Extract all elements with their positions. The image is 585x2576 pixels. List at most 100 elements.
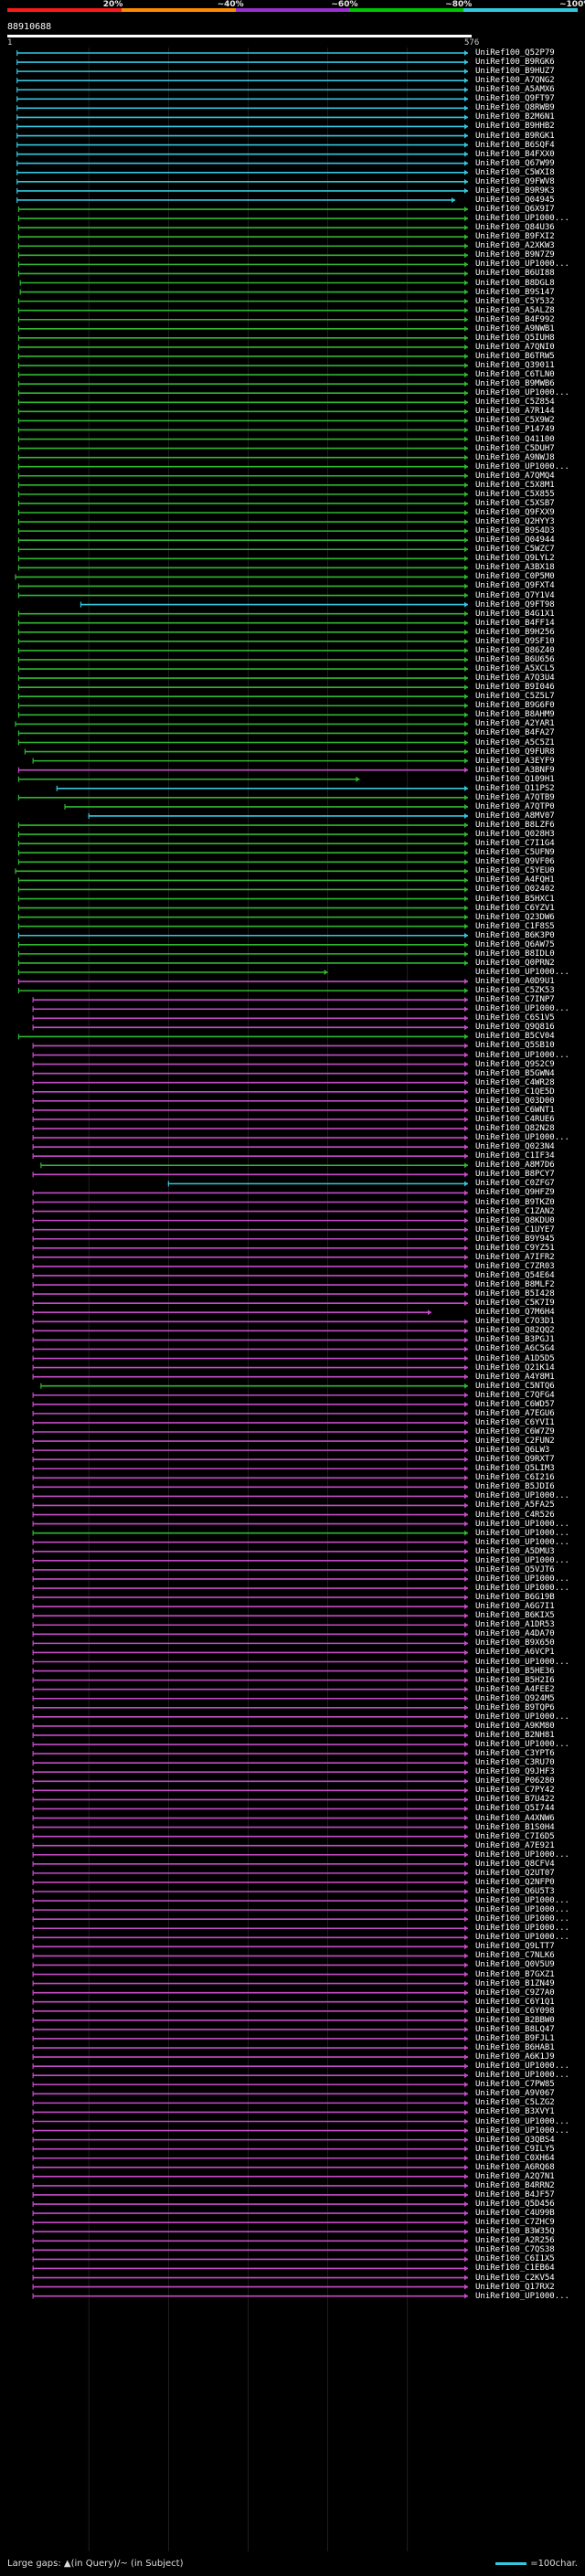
- hit-label[interactable]: UniRef100_B4JF57: [475, 2189, 555, 2200]
- hit-label[interactable]: UniRef100_C5X8M1: [475, 480, 555, 490]
- hit-label[interactable]: UniRef100_C5XSB7: [475, 498, 555, 508]
- hit-label[interactable]: UniRef100_Q9HFZ9: [475, 1188, 555, 1198]
- hit-label[interactable]: UniRef100_A4Y8M1: [475, 1372, 555, 1382]
- hit-label[interactable]: UniRef100_B7GXZ1: [475, 1969, 555, 1979]
- hit-label[interactable]: UniRef100_A5ALZ8: [475, 305, 555, 315]
- hit-label[interactable]: UniRef100_C1QE5D: [475, 1087, 555, 1097]
- hit-label[interactable]: UniRef100_Q9S2C9: [475, 1059, 555, 1069]
- hit-label[interactable]: UniRef100_UP1000...: [475, 2071, 569, 2081]
- hit-label[interactable]: UniRef100_Q023N4: [475, 1142, 555, 1152]
- hit-label[interactable]: UniRef100_C6W7Z9: [475, 1427, 555, 1436]
- hit-label[interactable]: UniRef100_A1D5D5: [475, 1353, 555, 1363]
- hit-label[interactable]: UniRef100_Q9FWV8: [475, 176, 555, 186]
- hit-label[interactable]: UniRef100_A5FA25: [475, 1500, 555, 1511]
- hit-label[interactable]: UniRef100_B9X650: [475, 1638, 555, 1648]
- hit-label[interactable]: UniRef100_B1S0H4: [475, 1822, 555, 1832]
- hit-label[interactable]: UniRef100_Q6AW75: [475, 939, 555, 949]
- hit-label[interactable]: UniRef100_Q109H1: [475, 774, 555, 784]
- hit-label[interactable]: UniRef100_B9S147: [475, 287, 555, 297]
- hit-label[interactable]: UniRef100_B8AHM9: [475, 710, 555, 720]
- hit-label[interactable]: UniRef100_C1F8S5: [475, 921, 555, 931]
- hit-label[interactable]: UniRef100_C6I216: [475, 1473, 555, 1483]
- hit-label[interactable]: UniRef100_C1UYE7: [475, 1224, 555, 1235]
- hit-label[interactable]: UniRef100_Q54E64: [475, 1270, 555, 1280]
- hit-label[interactable]: UniRef100_Q84U36: [475, 223, 555, 233]
- hit-label[interactable]: UniRef100_Q9LTT7: [475, 1942, 555, 1952]
- hit-label[interactable]: UniRef100_UP1000...: [475, 1133, 569, 1143]
- hit-label[interactable]: UniRef100_B5GWN4: [475, 1068, 555, 1078]
- hit-label[interactable]: UniRef100_A4FEE2: [475, 1684, 555, 1694]
- hit-label[interactable]: UniRef100_B6UI88: [475, 269, 555, 279]
- hit-label[interactable]: UniRef100_A2YAR1: [475, 719, 555, 729]
- hit-label[interactable]: UniRef100_Q2NFP0: [475, 1877, 555, 1887]
- hit-label[interactable]: UniRef100_Q5I744: [475, 1804, 555, 1814]
- hit-label[interactable]: UniRef100_B4G1X1: [475, 609, 555, 619]
- hit-label[interactable]: UniRef100_B2BBW0: [475, 2015, 555, 2025]
- hit-label[interactable]: UniRef100_Q9JHF3: [475, 1767, 555, 1777]
- hit-label[interactable]: UniRef100_C7INP7: [475, 995, 555, 1005]
- hit-label[interactable]: UniRef100_Q028H3: [475, 830, 555, 840]
- hit-label[interactable]: UniRef100_B2M6N1: [475, 112, 555, 122]
- hit-label[interactable]: UniRef100_A7E921: [475, 1840, 555, 1850]
- hit-label[interactable]: UniRef100_C5X9W2: [475, 416, 555, 426]
- hit-label[interactable]: UniRef100_A4DA70: [475, 1629, 555, 1639]
- hit-label[interactable]: UniRef100_C5WZC7: [475, 545, 555, 555]
- hit-label[interactable]: UniRef100_UP1000...: [475, 1933, 569, 1943]
- hit-label[interactable]: UniRef100_A2Q7N1: [475, 2171, 555, 2181]
- hit-label[interactable]: UniRef100_B5HXC1: [475, 894, 555, 904]
- hit-label[interactable]: UniRef100_Q8CFV4: [475, 1859, 555, 1869]
- hit-label[interactable]: UniRef100_A6C5G4: [475, 1344, 555, 1354]
- hit-label[interactable]: UniRef100_UP1000...: [475, 1528, 569, 1538]
- hit-label[interactable]: UniRef100_B8PCY7: [475, 1170, 555, 1180]
- hit-label[interactable]: UniRef100_A2XKW3: [475, 241, 555, 251]
- hit-label[interactable]: UniRef100_C9YZ51: [475, 1243, 555, 1253]
- hit-label[interactable]: UniRef100_Q23DW6: [475, 912, 555, 922]
- hit-label[interactable]: UniRef100_Q5SB10: [475, 1041, 555, 1051]
- hit-label[interactable]: UniRef100_Q5LIM3: [475, 1464, 555, 1474]
- hit-label[interactable]: UniRef100_A9V067: [475, 2089, 555, 2099]
- hit-label[interactable]: UniRef100_B6HAB1: [475, 2043, 555, 2053]
- hit-label[interactable]: UniRef100_A6RQ68: [475, 2162, 555, 2172]
- hit-label[interactable]: UniRef100_Q9FT98: [475, 599, 555, 610]
- hit-label[interactable]: UniRef100_A6G7I1: [475, 1602, 555, 1612]
- hit-label[interactable]: UniRef100_UP1000...: [475, 1584, 569, 1594]
- hit-label[interactable]: UniRef100_B9HHB2: [475, 122, 555, 132]
- hit-label[interactable]: UniRef100_UP1000...: [475, 1050, 569, 1060]
- hit-label[interactable]: UniRef100_C2FUN2: [475, 1436, 555, 1447]
- hit-label[interactable]: UniRef100_A2R256: [475, 2236, 555, 2246]
- hit-label[interactable]: UniRef100_B6TRW5: [475, 351, 555, 361]
- hit-label[interactable]: UniRef100_UP1000...: [475, 1574, 569, 1584]
- hit-label[interactable]: UniRef100_B9RGK1: [475, 131, 555, 141]
- hit-label[interactable]: UniRef100_B9TQP6: [475, 1702, 555, 1712]
- hit-label[interactable]: UniRef100_B2NH81: [475, 1730, 555, 1740]
- hit-label[interactable]: UniRef100_A9NWJ8: [475, 452, 555, 462]
- hit-label[interactable]: UniRef100_Q9FUR8: [475, 747, 555, 757]
- hit-label[interactable]: UniRef100_Q41100: [475, 434, 555, 444]
- hit-label[interactable]: UniRef100_A7EGU6: [475, 1408, 555, 1418]
- hit-label[interactable]: UniRef100_B4FA27: [475, 728, 555, 738]
- hit-label[interactable]: UniRef100_Q5VJT6: [475, 1564, 555, 1574]
- hit-label[interactable]: UniRef100_A5AMX6: [475, 85, 555, 95]
- hit-label[interactable]: UniRef100_Q04944: [475, 535, 555, 546]
- hit-label[interactable]: UniRef100_C4RUE6: [475, 1114, 555, 1124]
- hit-label[interactable]: UniRef100_A7QMQ4: [475, 471, 555, 481]
- hit-label[interactable]: UniRef100_B8DGL8: [475, 278, 555, 288]
- hit-label[interactable]: UniRef100_UP1000...: [475, 1740, 569, 1750]
- hit-label[interactable]: UniRef100_C4WR28: [475, 1077, 555, 1087]
- hit-label[interactable]: UniRef100_C7I6D5: [475, 1831, 555, 1841]
- hit-label[interactable]: UniRef100_C5LZG2: [475, 2098, 555, 2108]
- hit-label[interactable]: UniRef100_UP1000...: [475, 1914, 569, 1924]
- hit-label[interactable]: UniRef100_A7QTP0: [475, 801, 555, 811]
- hit-label[interactable]: UniRef100_UP1000...: [475, 1555, 569, 1565]
- hit-label[interactable]: UniRef100_Q67W99: [475, 158, 555, 168]
- hit-label[interactable]: UniRef100_Q9FXX9: [475, 508, 555, 517]
- hit-label[interactable]: UniRef100_B3XVY1: [475, 2107, 555, 2117]
- hit-label[interactable]: UniRef100_Q8RWB9: [475, 103, 555, 113]
- hit-label[interactable]: UniRef100_C7O3D1: [475, 1317, 555, 1327]
- hit-label[interactable]: UniRef100_A6K1J9: [475, 2052, 555, 2062]
- hit-label[interactable]: UniRef100_C5Y532: [475, 296, 555, 306]
- hit-label[interactable]: UniRef100_B5HE36: [475, 1666, 555, 1676]
- hit-label[interactable]: UniRef100_A3BNF9: [475, 765, 555, 775]
- hit-label[interactable]: UniRef100_UP1000...: [475, 1657, 569, 1667]
- hit-label[interactable]: UniRef100_B3W35Q: [475, 2227, 555, 2237]
